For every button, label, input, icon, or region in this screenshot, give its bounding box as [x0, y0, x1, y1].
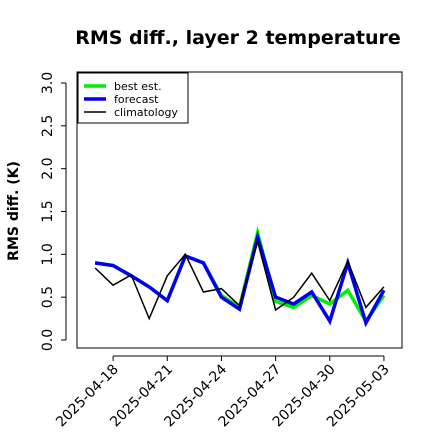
series-layer: [94, 225, 386, 328]
y-tick-label: 2.0: [40, 158, 56, 180]
y-tick-label: 0.5: [40, 286, 56, 308]
legend-label: forecast: [114, 93, 159, 106]
y-tick-label: 0.0: [40, 329, 56, 351]
series-line-climatology: [94, 238, 385, 321]
y-tick-label: 1.5: [40, 200, 56, 222]
y-tick-label: 1.0: [40, 243, 56, 265]
legend-label: best est.: [114, 80, 162, 93]
legend-label: climatology: [114, 106, 178, 119]
y-axis-label: RMS diff. (K): [6, 161, 22, 261]
y-axis: 0.0 0.5 1.0 1.5 2.0 2.5 3.0: [40, 72, 67, 351]
series-line-forecast: [94, 230, 386, 328]
y-tick-label: 3.0: [40, 72, 56, 94]
x-axis: 2025-04-182025-04-212025-04-242025-04-27…: [53, 355, 393, 430]
chart-title: RMS diff., layer 2 temperature: [75, 27, 401, 49]
y-tick-label: 2.5: [40, 115, 56, 137]
